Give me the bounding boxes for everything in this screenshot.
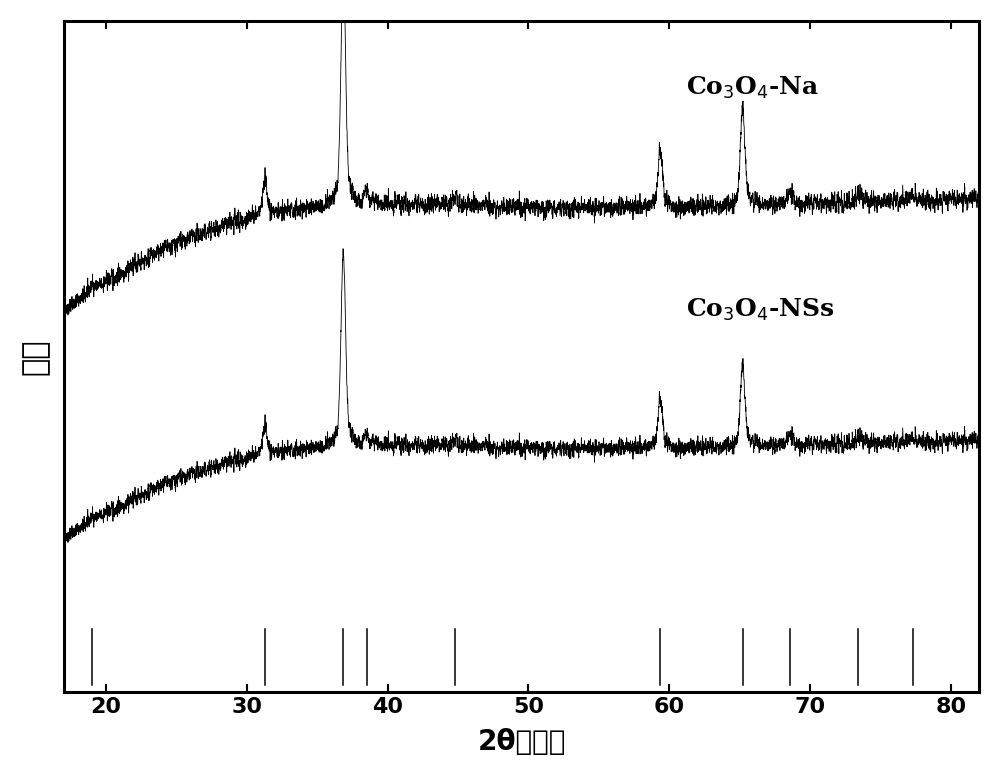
Text: Co$_3$O$_4$-NSs: Co$_3$O$_4$-NSs (686, 296, 835, 322)
Y-axis label: 强度: 强度 (21, 338, 50, 375)
X-axis label: 2θ（度）: 2θ（度） (477, 728, 566, 756)
Text: Co$_3$O$_4$-Na: Co$_3$O$_4$-Na (686, 75, 819, 101)
